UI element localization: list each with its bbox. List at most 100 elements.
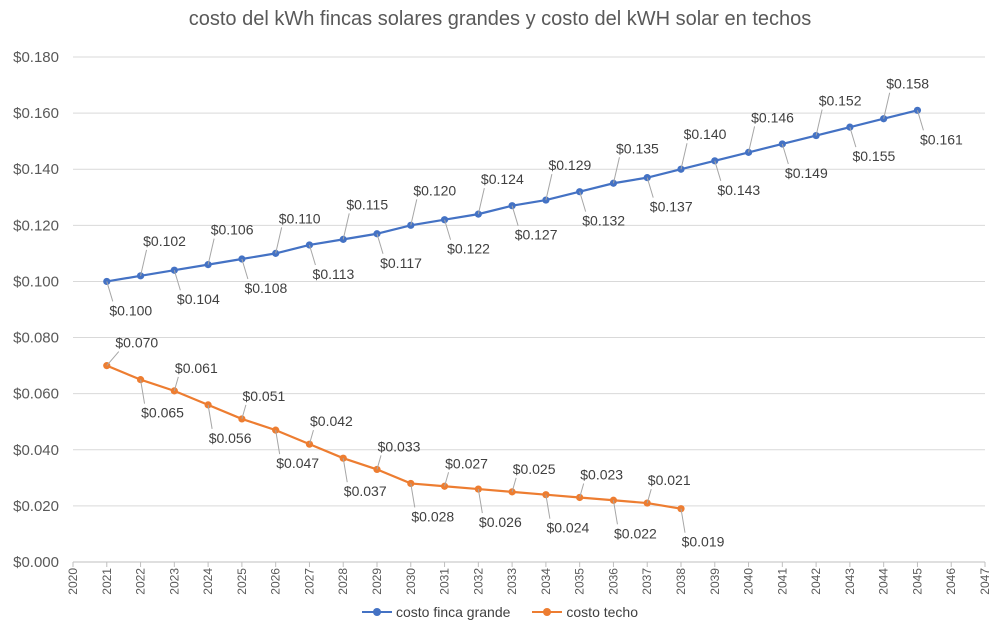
data-label: $0.132: [582, 213, 625, 229]
x-tick-label: 2040: [742, 568, 756, 595]
data-point: [170, 266, 178, 274]
data-label-leader: [646, 488, 652, 504]
data-label: $0.135: [616, 140, 659, 156]
legend-swatch-series-0: [361, 607, 392, 617]
legend-item-series-1: costo techo: [532, 604, 638, 620]
data-label: $0.127: [515, 227, 558, 243]
data-label: $0.140: [684, 126, 727, 142]
data-label-leader: [275, 430, 281, 455]
data-label-leader: [207, 404, 213, 429]
data-label: $0.024: [546, 520, 589, 536]
data-label-leader: [241, 404, 247, 420]
x-tick-label: 2021: [100, 568, 114, 595]
x-tick-label: 2027: [302, 568, 316, 595]
data-label-leader: [106, 281, 114, 302]
x-tick-label: 2043: [843, 568, 857, 595]
data-point: [136, 376, 145, 384]
data-label-leader: [376, 233, 384, 254]
data-label-leader: [511, 205, 519, 226]
series-1: $0.070 $0.065 $0.061 $0.056 $0.051 $0.047 $0.0…: [103, 335, 725, 550]
x-tick-label: 2036: [606, 568, 620, 595]
data-label: $0.028: [411, 508, 454, 524]
data-label: $0.047: [276, 455, 319, 471]
legend-item-series-0: costo finca grande: [361, 604, 510, 620]
data-label-leader: [579, 191, 587, 212]
data-label-leader: [410, 199, 418, 226]
y-tick-label: $0.100: [13, 273, 59, 290]
data-label: $0.113: [313, 266, 355, 282]
data-label-leader: [883, 92, 891, 119]
data-label: $0.152: [819, 93, 862, 109]
data-label-leader: [477, 187, 485, 215]
y-tick-label: $0.120: [13, 217, 59, 234]
y-tick-label: $0.040: [13, 442, 59, 459]
data-label-leader: [612, 500, 618, 525]
data-label: $0.117: [380, 255, 422, 271]
x-tick-label: 2025: [235, 568, 249, 595]
data-label: $0.137: [650, 199, 693, 215]
data-label-leader: [511, 477, 517, 492]
x-tick-label: 2033: [505, 568, 519, 595]
data-label-leader: [444, 219, 452, 240]
x-tick-label: 2035: [573, 568, 587, 595]
y-tick-label: $0.080: [13, 330, 59, 347]
data-label-leader: [173, 270, 181, 291]
x-tick-label: 2044: [877, 568, 891, 595]
x-tick-label: 2028: [336, 568, 350, 595]
x-tick-label: 2042: [809, 568, 823, 595]
x-tick-label: 2047: [978, 568, 992, 595]
x-tick-label: 2031: [438, 568, 452, 595]
data-label-leader: [140, 379, 146, 404]
data-label: $0.110: [279, 210, 321, 226]
x-tick-label: 2045: [910, 568, 924, 595]
data-label-leader: [275, 227, 283, 254]
data-label-leader: [342, 213, 350, 240]
gridlines: [73, 56, 985, 563]
data-label-leader: [680, 143, 688, 170]
x-tick-label: 2022: [134, 568, 148, 595]
data-label-leader: [579, 483, 585, 498]
data-label-leader: [545, 173, 553, 201]
data-label: $0.019: [682, 534, 725, 550]
data-label-leader: [241, 258, 249, 280]
data-label: $0.051: [242, 388, 285, 404]
y-tick-label: $0.140: [13, 161, 59, 178]
legend: costo finca grande costo techo: [0, 604, 1000, 620]
data-label: $0.100: [109, 302, 152, 318]
y-tick-label: $0.160: [13, 105, 59, 122]
data-point: [136, 272, 145, 280]
data-label: $0.033: [378, 438, 421, 454]
data-label: $0.143: [717, 182, 760, 198]
x-tick-label: 2029: [370, 568, 384, 595]
data-label-leader: [444, 472, 450, 487]
data-label-leader: [748, 126, 756, 153]
data-label-leader: [612, 157, 620, 184]
data-label: $0.155: [852, 148, 895, 164]
chart-title: costo del kWh fincas solares grandes y c…: [188, 8, 812, 30]
x-tick-label: 2037: [640, 568, 654, 595]
data-label-leader: [207, 238, 215, 265]
x-tick-label: 2041: [775, 568, 789, 595]
data-label: $0.065: [141, 405, 184, 421]
series-0: $0.100 $0.102 $0.104 $0.106 $0.108 $0.110 $0.1…: [103, 76, 963, 318]
x-tick-label: 2034: [539, 568, 553, 595]
data-point: [508, 202, 516, 210]
y-tick-label: $0.000: [13, 554, 59, 571]
data-label: $0.042: [310, 413, 353, 429]
data-label: $0.120: [413, 182, 456, 198]
data-label-leader: [342, 458, 348, 483]
data-label-leader: [849, 126, 857, 148]
legend-label-series-1: costo techo: [566, 604, 638, 620]
data-label: $0.070: [115, 335, 158, 351]
data-label: $0.022: [614, 525, 657, 541]
data-label-leader: [308, 244, 316, 266]
data-label: $0.106: [211, 222, 254, 238]
x-tick-label: 2023: [167, 568, 181, 595]
data-label: $0.122: [447, 241, 490, 257]
data-label-leader: [815, 109, 823, 136]
data-label: $0.102: [143, 233, 186, 249]
legend-swatch-series-1: [532, 607, 563, 617]
data-label-leader: [781, 143, 789, 165]
data-label: $0.104: [177, 291, 220, 307]
